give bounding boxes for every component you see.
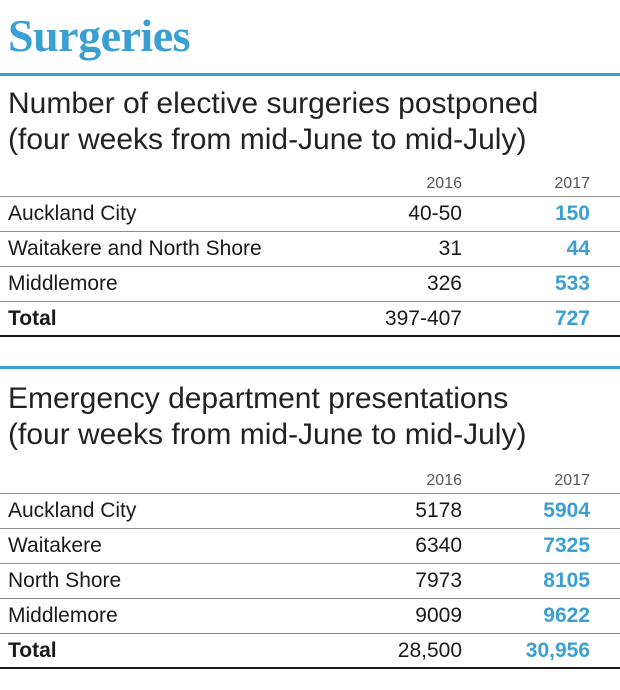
total-2016: 28,500	[397, 639, 462, 662]
table-row: Auckland City 40-50 150	[0, 197, 620, 232]
table-row: Auckland City 5178 5904	[0, 494, 620, 529]
table-row: Middlemore 326 533	[0, 267, 620, 302]
value-2016: 40-50	[408, 202, 462, 225]
value-2016: 31	[438, 237, 462, 260]
total-row: Total 28,500 30,956	[0, 634, 620, 669]
section-divider	[0, 366, 620, 369]
total-label: Total	[8, 307, 57, 330]
table-header-row: 2016 2017	[0, 172, 620, 197]
value-2017: 7325	[543, 534, 590, 557]
value-2016: 7973	[415, 569, 462, 592]
value-2017: 8105	[543, 569, 590, 592]
column-header-2016: 2016	[426, 175, 462, 192]
row-label: Auckland City	[8, 202, 137, 225]
column-header-2017: 2017	[554, 175, 590, 192]
total-2016: 397-407	[384, 307, 462, 330]
section-heading-line1: Emergency department presentations	[8, 382, 509, 415]
row-label: North Shore	[8, 569, 122, 592]
table-row: Middlemore 9009 9622	[0, 599, 620, 634]
value-2017: 5904	[543, 499, 590, 522]
section-heading-line1: Number of elective surgeries postponed	[8, 87, 539, 120]
value-2016: 9009	[415, 604, 462, 627]
total-2017: 727	[554, 307, 590, 330]
table-row: Waitakere 6340 7325	[0, 529, 620, 564]
total-label: Total	[8, 639, 57, 662]
table-row: Waitakere and North Shore 31 44	[0, 232, 620, 267]
section-heading-surgeries: Number of elective surgeries postponed (…	[8, 86, 614, 158]
surgeries-table: 2016 2017 Auckland City 40-50 150 Waitak…	[0, 172, 620, 337]
value-2016: 326	[426, 272, 462, 295]
table-row: North Shore 7973 8105	[0, 564, 620, 599]
table-header-row: 2016 2017	[0, 469, 620, 494]
section-heading-emergency: Emergency department presentations (four…	[8, 381, 614, 453]
title-divider	[0, 73, 620, 76]
total-2017: 30,956	[525, 639, 590, 662]
value-2017: 9622	[543, 604, 590, 627]
value-2017: 150	[554, 202, 590, 225]
emergency-table: 2016 2017 Auckland City 5178 5904 Waitak…	[0, 469, 620, 669]
total-row: Total 397-407 727	[0, 302, 620, 337]
value-2017: 533	[554, 272, 590, 295]
column-header-2016: 2016	[426, 472, 462, 489]
row-label: Middlemore	[8, 272, 118, 295]
row-label: Waitakere and North Shore	[8, 237, 262, 260]
value-2017: 44	[566, 237, 590, 260]
column-header-2017: 2017	[554, 472, 590, 489]
row-label: Auckland City	[8, 499, 137, 522]
value-2016: 5178	[415, 499, 462, 522]
section-heading-line2: (four weeks from mid-June to mid-July)	[8, 418, 527, 451]
section-heading-line2: (four weeks from mid-June to mid-July)	[8, 123, 527, 156]
row-label: Middlemore	[8, 604, 118, 627]
row-label: Waitakere	[8, 534, 102, 557]
value-2016: 6340	[415, 534, 462, 557]
page-title: Surgeries	[8, 10, 191, 61]
